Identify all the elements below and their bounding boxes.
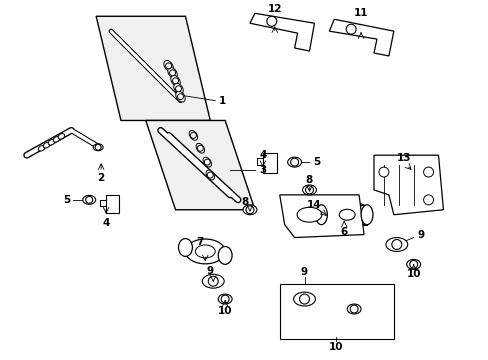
- Ellipse shape: [360, 205, 372, 225]
- Circle shape: [346, 24, 355, 34]
- Polygon shape: [145, 121, 254, 210]
- Text: 8: 8: [241, 197, 248, 207]
- Circle shape: [423, 167, 433, 177]
- Text: 10: 10: [218, 306, 232, 316]
- Circle shape: [175, 86, 181, 92]
- Circle shape: [95, 144, 101, 150]
- Text: 4: 4: [259, 150, 266, 160]
- Ellipse shape: [339, 209, 354, 220]
- Ellipse shape: [346, 304, 360, 314]
- Circle shape: [85, 196, 93, 203]
- Polygon shape: [328, 19, 393, 56]
- Text: 9: 9: [300, 267, 307, 277]
- Ellipse shape: [385, 238, 407, 251]
- Ellipse shape: [163, 60, 173, 71]
- Ellipse shape: [178, 239, 192, 256]
- Circle shape: [208, 276, 218, 286]
- Ellipse shape: [243, 205, 256, 215]
- Circle shape: [305, 186, 313, 194]
- Text: 10: 10: [328, 342, 343, 352]
- Polygon shape: [279, 195, 364, 238]
- Circle shape: [172, 78, 178, 84]
- Text: 9: 9: [206, 266, 213, 276]
- Ellipse shape: [196, 143, 204, 153]
- Text: 10: 10: [406, 269, 420, 279]
- Circle shape: [378, 167, 388, 177]
- Circle shape: [190, 132, 196, 138]
- Circle shape: [221, 295, 229, 303]
- Circle shape: [299, 294, 309, 304]
- Ellipse shape: [175, 91, 185, 102]
- Circle shape: [245, 206, 253, 214]
- Text: 8: 8: [305, 175, 312, 185]
- Text: 4: 4: [102, 218, 109, 228]
- Ellipse shape: [218, 294, 232, 304]
- Ellipse shape: [302, 185, 316, 195]
- Bar: [279, 284, 393, 339]
- Circle shape: [290, 158, 298, 166]
- Text: 3: 3: [259, 165, 266, 175]
- Circle shape: [165, 63, 171, 69]
- Ellipse shape: [315, 205, 326, 225]
- Ellipse shape: [287, 157, 301, 167]
- Ellipse shape: [185, 239, 224, 264]
- Text: 5: 5: [312, 157, 320, 167]
- Text: 12: 12: [267, 4, 282, 14]
- Circle shape: [349, 305, 357, 313]
- Text: 2: 2: [97, 173, 104, 183]
- Ellipse shape: [58, 134, 64, 139]
- Circle shape: [204, 159, 210, 165]
- Circle shape: [423, 195, 433, 205]
- Ellipse shape: [167, 67, 177, 78]
- Ellipse shape: [205, 170, 214, 180]
- Circle shape: [266, 16, 276, 26]
- Ellipse shape: [218, 247, 232, 264]
- Ellipse shape: [406, 260, 420, 269]
- Text: 5: 5: [62, 195, 70, 205]
- Bar: [106, 195, 119, 213]
- Text: 11: 11: [353, 8, 367, 18]
- Ellipse shape: [189, 130, 197, 140]
- Ellipse shape: [43, 143, 50, 148]
- Ellipse shape: [293, 292, 315, 306]
- Text: 14: 14: [306, 200, 321, 210]
- Polygon shape: [249, 13, 314, 51]
- Polygon shape: [373, 155, 443, 215]
- Ellipse shape: [53, 136, 60, 142]
- Ellipse shape: [203, 157, 211, 167]
- Bar: [263, 153, 276, 173]
- Ellipse shape: [38, 145, 45, 151]
- Circle shape: [391, 239, 401, 249]
- Text: 7: 7: [196, 237, 203, 247]
- Ellipse shape: [195, 245, 215, 258]
- Text: 13: 13: [396, 153, 410, 163]
- Ellipse shape: [173, 83, 183, 94]
- Ellipse shape: [297, 207, 321, 222]
- Ellipse shape: [170, 75, 180, 86]
- Circle shape: [409, 260, 417, 268]
- Ellipse shape: [202, 274, 224, 288]
- Ellipse shape: [82, 195, 96, 204]
- Circle shape: [197, 145, 203, 151]
- Text: 1: 1: [218, 96, 225, 105]
- Circle shape: [169, 70, 175, 76]
- Ellipse shape: [316, 201, 371, 229]
- Text: 6: 6: [340, 226, 347, 237]
- Circle shape: [177, 94, 183, 100]
- Polygon shape: [96, 16, 210, 121]
- Ellipse shape: [48, 140, 55, 145]
- Ellipse shape: [93, 144, 103, 151]
- Text: 9: 9: [416, 230, 423, 239]
- Circle shape: [207, 172, 213, 178]
